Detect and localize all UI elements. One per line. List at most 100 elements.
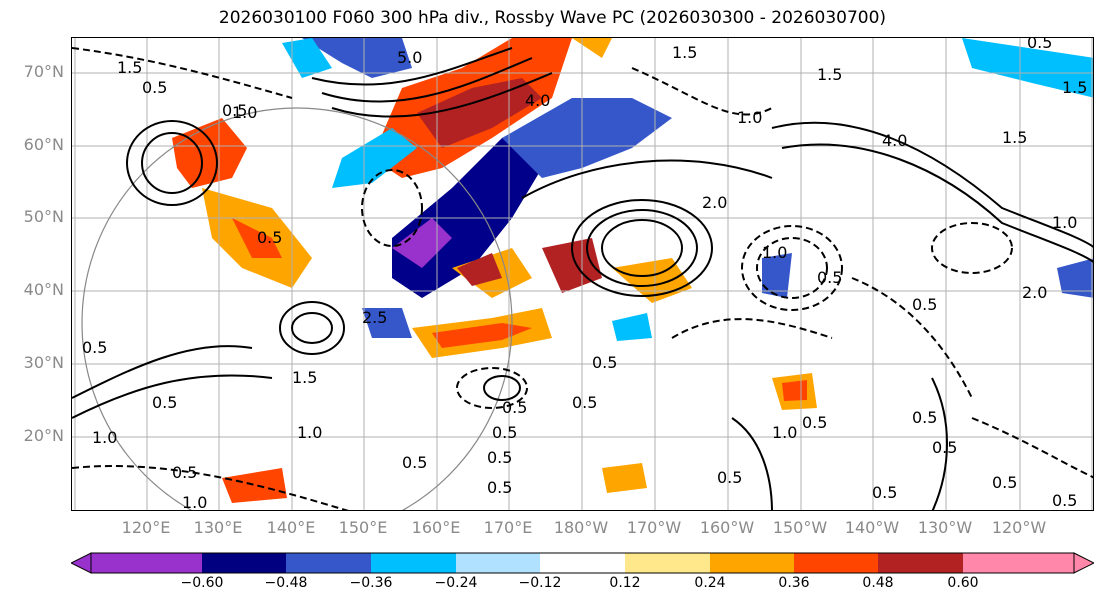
contour-label: 0.5 <box>152 393 177 412</box>
contour-label: 4.0 <box>882 131 907 150</box>
shade-blob <box>602 463 647 493</box>
colorbar-extend-low <box>71 552 92 574</box>
contour <box>72 47 293 99</box>
colorbar-extend-high <box>1073 552 1094 574</box>
shade-blob <box>432 323 532 348</box>
contour-label: 0.5 <box>142 78 167 97</box>
contour-label: 5.0 <box>397 48 422 67</box>
contour <box>631 67 773 116</box>
contour <box>601 219 683 277</box>
contour <box>741 225 843 311</box>
contour-label: 1.0 <box>762 243 787 262</box>
colorbar-segment <box>540 553 625 573</box>
contour-label: 0.5 <box>992 473 1017 492</box>
contour-label: 2.5 <box>362 308 387 327</box>
colorbar-outline <box>90 552 1075 574</box>
contour <box>971 417 1093 479</box>
contour-label: 0.5 <box>222 101 247 120</box>
colorbar-tick: −0.48 <box>264 575 308 591</box>
shade-blob <box>457 253 502 286</box>
contour-label: 0.5 <box>257 228 282 247</box>
contour <box>731 417 773 510</box>
colorbar-segment <box>710 553 794 573</box>
contour-label: 1.5 <box>1062 78 1087 97</box>
contour-label: 1.5 <box>292 368 317 387</box>
colorbar-segment <box>371 553 456 573</box>
colorbar-tick: 0.48 <box>862 575 894 591</box>
lon-label-160e: 160°E <box>411 518 461 537</box>
contour-label: 0.5 <box>802 413 827 432</box>
lon-label-170w: 170°W <box>626 518 682 537</box>
colorbar-tick: 0.12 <box>609 575 641 591</box>
divergence-map: 1.5 0.5 5.0 1.5 0.5 1.5 1.5 1.0 0.5 4.0 … <box>72 38 1093 510</box>
contour-label: 0.5 <box>402 453 427 472</box>
contour-label: 2.0 <box>1022 283 1047 302</box>
contour-label: 1.0 <box>92 428 117 447</box>
shade-blob <box>782 380 807 401</box>
lat-label-20n: 20°N <box>23 426 64 445</box>
contour <box>521 159 773 199</box>
contour <box>671 318 833 339</box>
contour <box>331 72 553 118</box>
contour-label: 1.5 <box>672 43 697 62</box>
shade-blob <box>332 128 417 188</box>
contour-label: 0.5 <box>502 398 527 417</box>
colorbar-segment <box>963 553 1074 573</box>
contour-label: 0.5 <box>912 295 937 314</box>
negative-contours <box>72 47 1093 510</box>
shade-blob <box>962 38 1093 98</box>
lat-label-50n: 50°N <box>23 207 64 226</box>
contour-label: 1.0 <box>772 423 797 442</box>
contour <box>781 143 1093 263</box>
lon-label-140e: 140°E <box>266 518 316 537</box>
contour-label: 1.5 <box>817 65 842 84</box>
colorbar-tick: −0.12 <box>518 575 562 591</box>
colorbar-segment <box>878 553 963 573</box>
lon-label-160w: 160°W <box>699 518 755 537</box>
colorbar-tick: 0.24 <box>694 575 726 591</box>
contour-label: 0.5 <box>82 338 107 357</box>
contour-label: 0.5 <box>487 478 512 497</box>
shade-blob <box>302 38 412 78</box>
contour <box>771 121 1093 248</box>
shade-blob <box>1057 258 1093 298</box>
lat-label-40n: 40°N <box>23 280 64 299</box>
colorbar-segment <box>202 553 286 573</box>
lon-label-140w: 140°W <box>844 518 900 537</box>
colorbar-tick: 0.36 <box>778 575 810 591</box>
contour-label: 0.5 <box>592 353 617 372</box>
shade-blob <box>172 118 247 188</box>
colorbar-segment <box>91 553 202 573</box>
shade-blob <box>762 253 792 298</box>
shade-blob <box>282 38 332 78</box>
colorbar <box>71 552 1094 574</box>
lon-label-180w: 180°W <box>553 518 609 537</box>
contour <box>141 132 203 194</box>
contour-label: 4.0 <box>525 91 550 110</box>
contour <box>72 374 273 419</box>
colorbar-tick: −0.24 <box>434 575 478 591</box>
graticule <box>72 38 1093 510</box>
lon-label-130w: 130°W <box>917 518 973 537</box>
colorbar-segment <box>625 553 710 573</box>
contour-label: 0.5 <box>1052 491 1077 510</box>
contour <box>571 199 713 297</box>
contour <box>931 222 1013 274</box>
contour <box>483 375 521 401</box>
contour <box>311 47 513 86</box>
contour <box>756 237 828 299</box>
lon-label-150w: 150°W <box>772 518 828 537</box>
shade-blob <box>417 78 542 148</box>
divergence-shading <box>172 38 1093 503</box>
colorbar-tick: −0.36 <box>349 575 393 591</box>
contour-label: 2.0 <box>702 193 727 212</box>
map-panel: 1.5 0.5 5.0 1.5 0.5 1.5 1.5 1.0 0.5 4.0 … <box>71 37 1094 511</box>
contour <box>72 345 253 399</box>
contour <box>586 209 698 287</box>
colorbar-tick: 0.60 <box>947 575 979 591</box>
contour-label: 1.0 <box>232 103 257 122</box>
contour-label: 1.5 <box>117 58 142 77</box>
contour <box>851 277 973 399</box>
map-title: 2026030100 F060 300 hPa div., Rossby Wav… <box>218 8 887 28</box>
lon-label-120w: 120°W <box>991 518 1047 537</box>
